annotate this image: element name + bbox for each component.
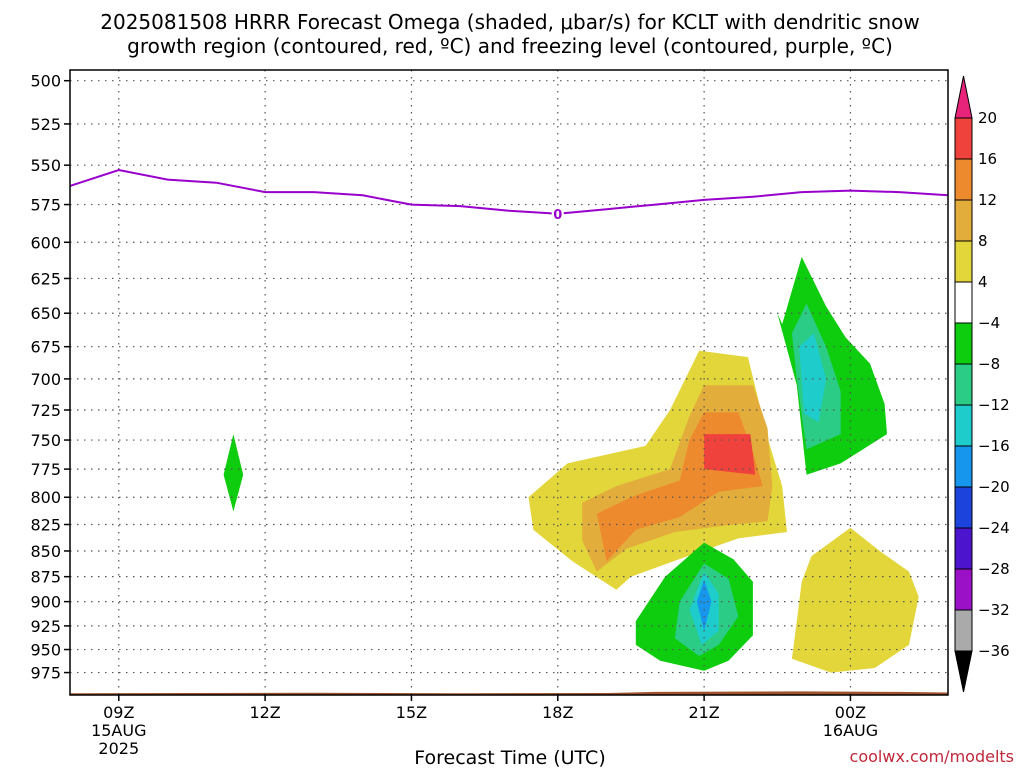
y-tick-label-775: 775 bbox=[30, 460, 61, 479]
colorbar-label-3: 8 bbox=[978, 232, 988, 250]
colorbar-segment-6 bbox=[954, 363, 973, 406]
x-tick-label-09Z: 09Z bbox=[103, 703, 134, 722]
y-tick-label-625: 625 bbox=[30, 269, 61, 288]
omega-shaded-regions bbox=[70, 256, 948, 695]
y-tick-label-800: 800 bbox=[30, 488, 61, 507]
omega-region-0 bbox=[223, 434, 244, 512]
colorbar-label-2: 12 bbox=[978, 191, 997, 209]
freezing-level-line bbox=[69, 168, 949, 215]
colorbar: 20 16 12 8 4 −4 −8 −12 −16 −20 −24 −28 −32 −36 bbox=[954, 75, 1010, 693]
y-tick-label-575: 575 bbox=[30, 196, 61, 215]
colorbar-bottom-arrow bbox=[954, 650, 973, 693]
colorbar-label-6: −8 bbox=[978, 355, 1000, 373]
freezing-level-layer: 0 bbox=[69, 168, 949, 223]
y-tick-label-750: 750 bbox=[30, 431, 61, 450]
plot-frame bbox=[69, 69, 949, 696]
colorbar-segment-1 bbox=[954, 158, 973, 201]
colorbar-segment-7 bbox=[954, 404, 973, 447]
y-tick-label-950: 950 bbox=[30, 641, 61, 660]
y-tick-label-975: 975 bbox=[30, 664, 61, 683]
y-tick-label-925: 925 bbox=[30, 617, 61, 636]
colorbar-segment-11 bbox=[954, 568, 973, 611]
chart-title: 2025081508 HRRR Forecast Omega (shaded, … bbox=[100, 10, 919, 58]
colorbar-label-11: −28 bbox=[978, 560, 1010, 578]
y-tick-label-700: 700 bbox=[30, 370, 61, 389]
colorbar-label-0: 20 bbox=[978, 109, 997, 127]
y-tick-label-600: 600 bbox=[30, 233, 61, 252]
colorbar-segment-10 bbox=[954, 527, 973, 570]
y-tick-label-675: 675 bbox=[30, 338, 61, 357]
colorbar-segment-5 bbox=[954, 322, 973, 365]
x-tick-year-09Z: 2025 bbox=[98, 739, 139, 758]
colorbar-label-10: −24 bbox=[978, 519, 1010, 537]
title-line-2: growth region (contoured, red, ºC) and f… bbox=[127, 34, 893, 58]
y-tick-label-550: 550 bbox=[30, 156, 61, 175]
colorbar-label-13: −36 bbox=[978, 642, 1010, 660]
colorbar-label-5: −4 bbox=[978, 314, 1000, 332]
colorbar-segment-3 bbox=[954, 240, 973, 283]
x-tick-label-12Z: 12Z bbox=[249, 703, 280, 722]
y-tick-label-850: 850 bbox=[30, 542, 61, 561]
colorbar-label-8: −16 bbox=[978, 437, 1010, 455]
y-tick-label-825: 825 bbox=[30, 516, 61, 535]
colorbar-top-arrow bbox=[954, 75, 973, 119]
axes bbox=[64, 69, 949, 701]
y-tick-label-500: 500 bbox=[30, 72, 61, 91]
colorbar-label-7: −12 bbox=[978, 396, 1010, 414]
y-tick-label-650: 650 bbox=[30, 304, 61, 323]
x-tick-label-15Z: 15Z bbox=[396, 703, 427, 722]
x-tick-date-00Z: 16AUG bbox=[823, 721, 878, 740]
freezing-level-label-bg bbox=[551, 205, 564, 221]
colorbar-segment-12 bbox=[954, 609, 973, 652]
colorbar-segment-2 bbox=[954, 199, 973, 242]
y-tick-label-900: 900 bbox=[30, 593, 61, 612]
colorbar-label-12: −32 bbox=[978, 601, 1010, 619]
credit-text: coolwx.com/modelts bbox=[850, 747, 1014, 766]
title-line-1: 2025081508 HRRR Forecast Omega (shaded, … bbox=[100, 10, 919, 34]
omega-region-12 bbox=[791, 527, 919, 673]
freezing-level-label: 0 bbox=[553, 208, 562, 223]
x-tick-date-09Z: 15AUG bbox=[91, 721, 146, 740]
y-tick-label-725: 725 bbox=[30, 401, 61, 420]
omega-region-11 bbox=[696, 579, 712, 631]
pressure-tick-labels: 500 525 550 575 600 625 650 675 700 725 750 775 800 8… bbox=[30, 72, 61, 683]
x-tick-label-21Z: 21Z bbox=[688, 703, 719, 722]
colorbar-segment-0 bbox=[954, 117, 973, 160]
colorbar-label-4: 4 bbox=[978, 273, 988, 291]
x-axis-label: Forecast Time (UTC) bbox=[414, 747, 605, 768]
omega-region-4 bbox=[704, 434, 756, 475]
terrain-strip bbox=[70, 691, 948, 695]
x-tick-label-18Z: 18Z bbox=[542, 703, 573, 722]
colorbar-segment-8 bbox=[954, 445, 973, 488]
colorbar-label-9: −20 bbox=[978, 478, 1010, 496]
colorbar-segment-4 bbox=[954, 281, 973, 324]
x-tick-label-00Z: 00Z bbox=[835, 703, 866, 722]
y-tick-label-875: 875 bbox=[30, 568, 61, 587]
omega-region-7 bbox=[799, 333, 827, 423]
colorbar-segment-9 bbox=[954, 486, 973, 529]
y-tick-label-525: 525 bbox=[30, 115, 61, 134]
colorbar-label-1: 16 bbox=[978, 150, 997, 168]
